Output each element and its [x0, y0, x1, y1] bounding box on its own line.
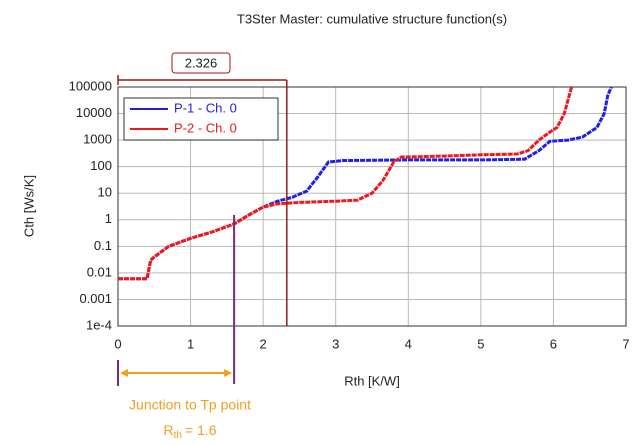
x-axis-label: Rth [K/W] — [344, 373, 400, 388]
y-tick-label: 10 — [98, 185, 112, 200]
junction-value-part: R — [163, 422, 173, 438]
plot-frame — [117, 86, 627, 327]
marker-label: 2.326 — [185, 55, 218, 70]
y-tick-label: 1 — [105, 211, 112, 226]
legend-label: P-2 - Ch. 0 — [174, 120, 237, 135]
legend-box — [123, 97, 279, 141]
y-tick-label: 1e-4 — [86, 317, 112, 332]
y-tick-label: 0.01 — [87, 264, 112, 279]
x-tick-label: 0 — [114, 336, 121, 351]
x-tick-label: 2 — [260, 336, 267, 351]
series-line — [118, 86, 574, 281]
y-tick-label: 0.001 — [79, 291, 112, 306]
junction-text: Junction to Tp point — [129, 397, 251, 413]
y-tick-label: 100 — [90, 158, 112, 173]
junction-value: Rth = 1.6 — [163, 422, 216, 441]
chart-title: T3Ster Master: cumulative structure func… — [237, 11, 507, 26]
y-tick-label: 10000 — [76, 105, 112, 120]
x-tick-label: 7 — [622, 336, 629, 351]
x-tick-label: 6 — [550, 336, 557, 351]
junction-value-part: = — [185, 422, 193, 438]
legend-label: P-1 - Ch. 0 — [174, 100, 237, 115]
x-tick-label: 1 — [187, 336, 194, 351]
junction-value-part: th — [174, 430, 182, 441]
x-tick-label: 5 — [477, 336, 484, 351]
y-tick-label: 0.1 — [94, 238, 112, 253]
junction-value-part: 1.6 — [197, 422, 217, 438]
x-tick-label: 3 — [332, 336, 339, 351]
marker-label-box — [171, 52, 231, 74]
y-tick-label: 1000 — [83, 132, 112, 147]
x-tick-label: 4 — [405, 336, 412, 351]
y-axis-label: Cth [Ws/K] — [21, 175, 36, 237]
y-tick-label: 100000 — [69, 78, 112, 93]
